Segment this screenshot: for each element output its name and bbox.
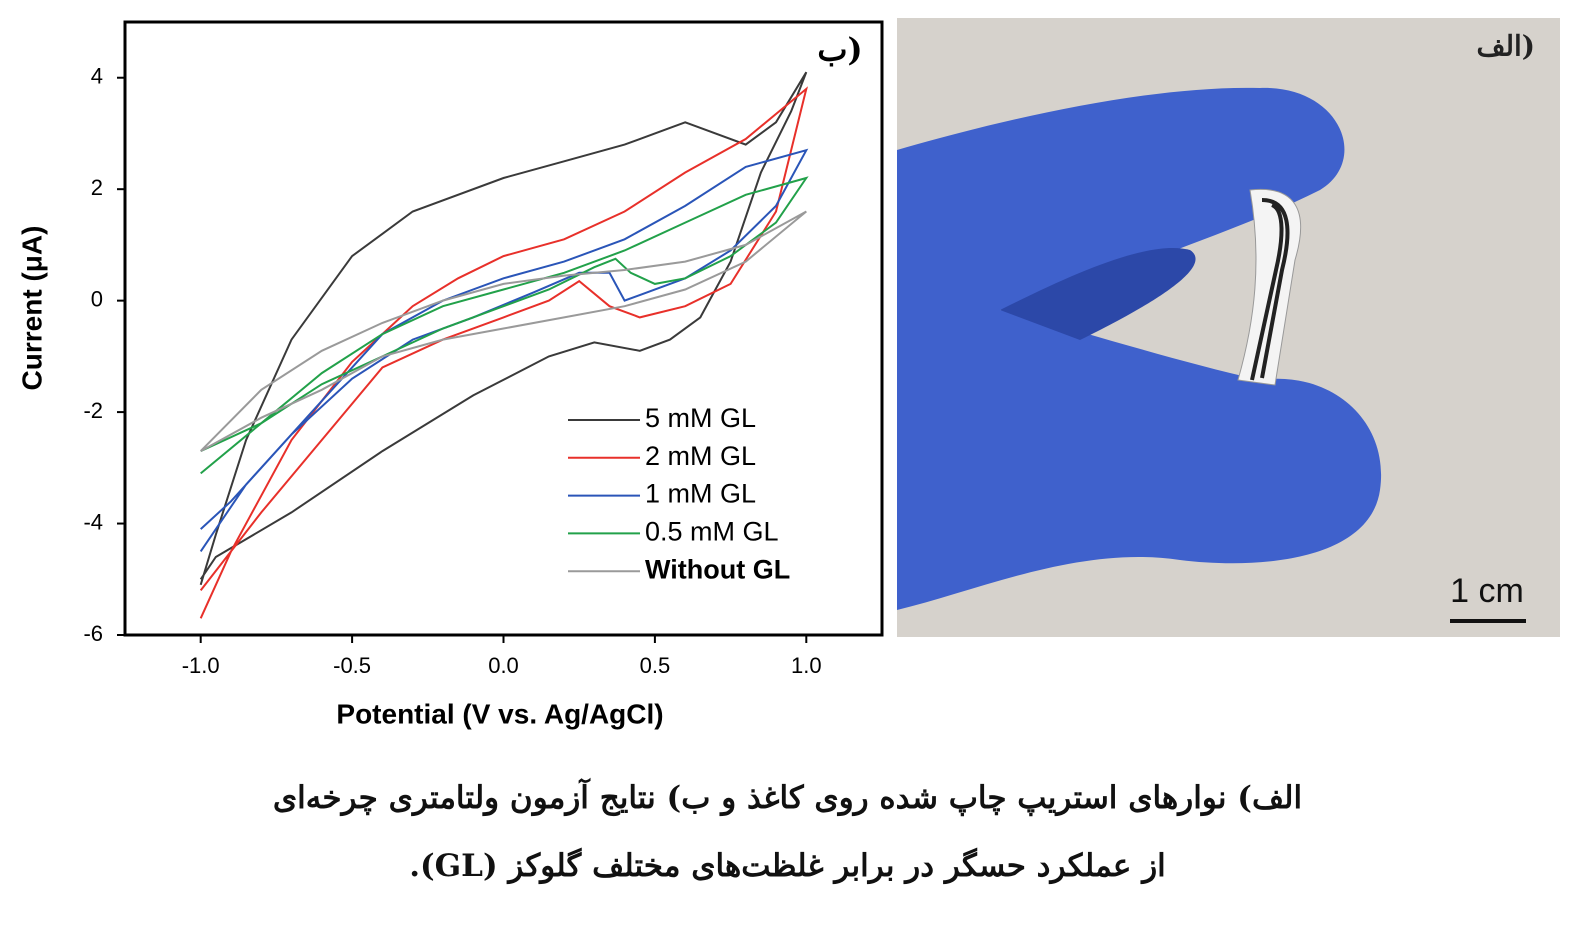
chart: ب) Potential (V vs. Ag/AgCl) Current (μA… — [16, 20, 884, 729]
y-tick-label: -2 — [83, 398, 103, 423]
cv-curve — [199, 71, 808, 586]
glove-shadow — [1000, 248, 1196, 340]
sensor-strip — [1237, 188, 1302, 386]
legend-label: Without GL — [645, 554, 790, 584]
panel-label: ب) — [817, 31, 862, 69]
caption-line: الف) نوارهای استریپ چاپ شده روی کاغذ و ب… — [272, 780, 1303, 816]
cv-curve — [200, 176, 809, 475]
y-tick-label: -4 — [83, 509, 103, 534]
cv-curve — [199, 210, 807, 452]
y-tick-label: -6 — [83, 621, 103, 646]
x-tick-label: -1.0 — [182, 653, 220, 678]
strip-electrodes — [1250, 198, 1290, 381]
x-tick-label: 0.5 — [640, 653, 671, 678]
x-tick-label: 1.0 — [791, 653, 822, 678]
x-axis-title: Potential (V vs. Ag/AgCl) — [336, 698, 663, 729]
x-tick-label: -0.5 — [333, 653, 371, 678]
legend-label: 1 mM GL — [645, 479, 756, 509]
y-axis-title: Current (μA) — [16, 226, 47, 391]
scale-bar-label: 1 cm — [1450, 572, 1524, 610]
figure: الف) 1 cm ب) Potential (V vs. Ag/AgCl) C… — [16, 18, 1560, 729]
glove — [897, 87, 1382, 610]
legend-label: 5 mM GL — [645, 403, 756, 433]
legend-label: 0.5 mM GL — [645, 517, 779, 547]
photo: الف) 1 cm — [897, 18, 1560, 637]
photo-label: الف) — [1476, 30, 1535, 63]
y-tick-label: 4 — [91, 64, 103, 89]
y-tick-label: 0 — [91, 286, 103, 311]
caption-line: از عملکرد حسگر در برابر غلظت‌های مختلف گ… — [409, 848, 1166, 884]
y-tick-label: 2 — [91, 175, 103, 200]
legend-label: 2 mM GL — [645, 441, 756, 471]
x-tick-label: 0.0 — [488, 653, 519, 678]
